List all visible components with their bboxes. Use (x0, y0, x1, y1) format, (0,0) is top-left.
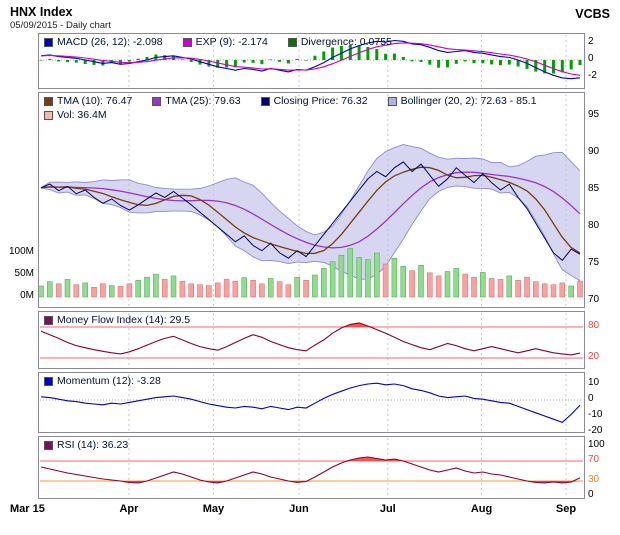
legend-label: Momentum (12): -3.28 (57, 375, 161, 387)
x-axis-label: Sep (555, 503, 577, 515)
y-axis-tick: 80 (588, 319, 600, 331)
legend-label: EXP (9): -2.174 (195, 36, 268, 48)
y-axis-tick: 10 (588, 377, 600, 388)
legend-swatch (44, 315, 53, 325)
y-axis-tick: 100 (588, 439, 605, 450)
legend-label: TMA (25): 79.63 (165, 95, 241, 107)
y-axis-tick: -2 (588, 70, 597, 81)
legend-label: Divergence: 0.0755 (300, 36, 392, 48)
legend-label: RSI (14): 36.23 (57, 439, 129, 451)
page-subtitle: 05/09/2015 - Daily chart (10, 20, 111, 31)
legend-swatch (44, 96, 53, 106)
legend-item: Momentum (12): -3.28 (44, 375, 161, 387)
legend-label: Money Flow Index (14): 29.5 (57, 314, 191, 326)
y-axis-tick: 90 (588, 146, 600, 157)
x-axis-label: May (202, 503, 225, 515)
legend-item: Divergence: 0.0755 (287, 36, 392, 48)
legend-swatch (387, 96, 397, 106)
x-axis-label: Mar 15 (10, 503, 45, 515)
legend-swatch (287, 37, 297, 47)
price-chart (39, 94, 583, 306)
x-axis-label: Apr (119, 503, 139, 515)
legend-row: MACD (26, 12): -2.098 EXP (9): -2.174 Dive… (44, 36, 392, 48)
legend-label: Vol: 36.4M (57, 109, 107, 121)
legend-swatch (260, 96, 270, 106)
y-axis-tick: 0 (588, 393, 594, 404)
y-axis-tick: -10 (588, 409, 603, 420)
legend-item: MACD (26, 12): -2.098 (44, 36, 163, 48)
y-axis-tick: 95 (588, 109, 600, 120)
y-axis-tick: 30 (588, 474, 600, 485)
x-axis-label: Jul (379, 503, 396, 515)
y-axis-tick: 70 (588, 454, 600, 465)
legend-swatch (152, 96, 162, 106)
legend-item: TMA (25): 79.63 (152, 95, 241, 107)
legend-swatch (44, 110, 53, 120)
legend-row: Money Flow Index (14): 29.5 (44, 314, 190, 326)
y-axis-tick: -20 (588, 425, 603, 436)
x-axis-label: Jun (289, 503, 309, 515)
y-axis-tick: 85 (588, 183, 600, 194)
legend-swatch (44, 37, 53, 47)
momentum-panel: Momentum (12): -3.28 (38, 372, 585, 433)
legend-swatch (44, 440, 53, 450)
macd-chart (39, 35, 583, 87)
legend-row: RSI (14): 36.23 (44, 439, 128, 451)
y-axis-tick: 20 (588, 351, 600, 362)
x-axis-label: Aug (470, 503, 493, 515)
legend-label: Bollinger (20, 2): 72.63 - 85.1 (400, 95, 537, 107)
legend-item: Bollinger (20, 2): 72.63 - 85.1 (387, 95, 537, 107)
legend-item: RSI (14): 36.23 (44, 439, 128, 451)
legend-swatch (44, 376, 53, 386)
volume-axis-tick: 100M (8, 246, 34, 257)
legend-row: Momentum (12): -3.28 (44, 375, 161, 387)
legend-item: Vol: 36.4M (44, 109, 107, 121)
y-axis-tick: 75 (588, 257, 600, 268)
y-axis-tick: 80 (588, 220, 600, 231)
y-axis-tick: 0 (588, 489, 594, 500)
rsi-chart (40, 438, 583, 497)
y-axis-tick: 2 (588, 36, 594, 47)
legend-item: Money Flow Index (14): 29.5 (44, 314, 190, 326)
legend-label: Closing Price: 76.32 (273, 95, 368, 107)
legend-row: Vol: 36.4M (44, 109, 107, 121)
brand-logo: VCBS (575, 7, 610, 21)
legend-item: Closing Price: 76.32 (260, 95, 368, 107)
y-axis-tick: 0 (588, 53, 594, 64)
rsi-panel: RSI (14): 36.23 (38, 436, 585, 499)
legend-item: EXP (9): -2.174 (182, 36, 268, 48)
page-title: HNX Index (10, 5, 73, 19)
legend-row: TMA (10): 76.47 TMA (25): 79.63 Closing Pr… (44, 95, 537, 107)
volume-axis-tick: 0M (20, 290, 34, 301)
price-panel: TMA (10): 76.47 TMA (25): 79.63 Closing Pr… (38, 92, 585, 308)
legend-label: TMA (10): 76.47 (57, 95, 133, 107)
mfi-panel: Money Flow Index (14): 29.5 (38, 311, 585, 369)
mfi-chart (40, 313, 583, 367)
legend-item: TMA (10): 76.47 (44, 95, 132, 107)
volume-axis-tick: 50M (14, 268, 34, 279)
momentum-chart (40, 374, 583, 431)
legend-swatch (182, 37, 192, 47)
macd-panel: MACD (26, 12): -2.098 EXP (9): -2.174 Dive… (38, 33, 585, 89)
legend-label: MACD (26, 12): -2.098 (57, 36, 163, 48)
y-axis-tick: 70 (588, 294, 600, 305)
